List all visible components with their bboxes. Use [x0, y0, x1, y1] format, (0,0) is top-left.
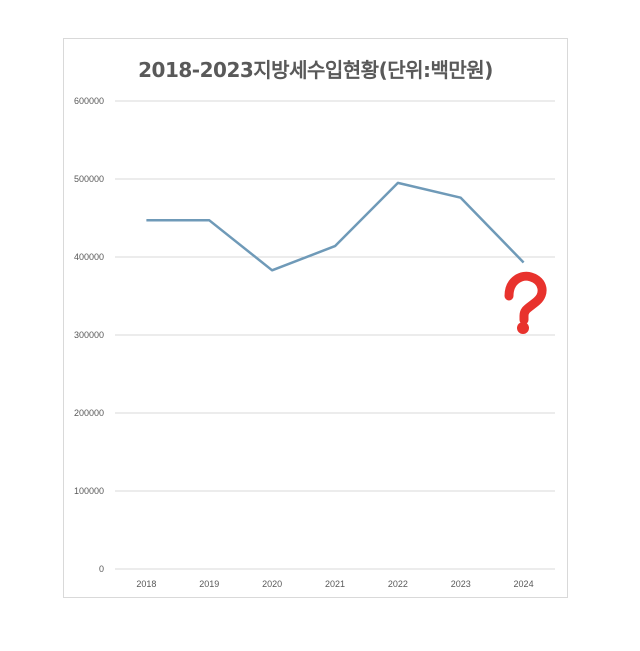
y-axis-ticks: 0 100000 200000 300000 400000 500000 600000	[74, 96, 104, 574]
gridlines	[115, 100, 555, 570]
chart-frame	[63, 38, 568, 598]
x-tick-label: 2024	[514, 579, 534, 589]
y-tick-label: 100000	[74, 486, 104, 496]
x-tick-label: 2021	[325, 579, 345, 589]
question-mark-hook	[504, 271, 547, 325]
y-tick-label: 400000	[74, 252, 104, 262]
x-axis-ticks: 2018 2019 2020 2021 2022 2023 2024	[136, 579, 533, 589]
x-tick-label: 2022	[388, 579, 408, 589]
y-tick-label: 200000	[74, 408, 104, 418]
chart-title: 2018-2023지방세수입현황(단위:백만원)	[138, 58, 493, 82]
series-layer	[146, 181, 525, 272]
x-tick-label: 2019	[199, 579, 219, 589]
question-mark-icon	[504, 271, 547, 334]
y-tick-label: 0	[99, 564, 104, 574]
y-tick-label: 500000	[74, 174, 104, 184]
x-tick-label: 2023	[451, 579, 471, 589]
y-tick-label: 300000	[74, 330, 104, 340]
x-tick-label: 2020	[262, 579, 282, 589]
y-tick-label: 600000	[74, 96, 104, 106]
x-tick-label: 2018	[136, 579, 156, 589]
question-mark-dot	[517, 322, 529, 334]
